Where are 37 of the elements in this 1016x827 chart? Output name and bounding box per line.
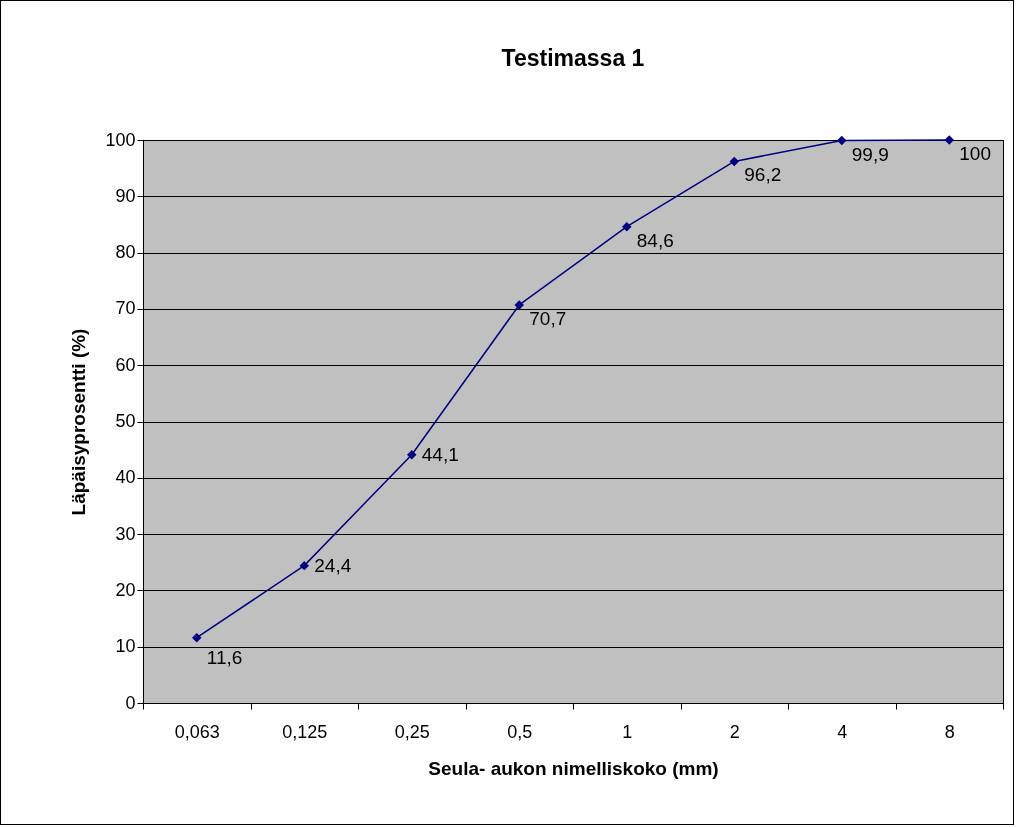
data-label: 100: [959, 143, 991, 164]
point: [729, 156, 739, 167]
point: [837, 135, 847, 146]
chart-title: Testimassa 1: [501, 45, 645, 71]
x-axis-title: Seula- aukon nimelliskoko (mm): [428, 757, 719, 779]
y-tick-label: 40: [115, 467, 136, 488]
point: [299, 560, 309, 571]
x-tick-label: 2: [729, 721, 740, 742]
y-tick-label: 90: [115, 185, 136, 206]
data-label: 70,7: [529, 307, 567, 329]
x-tick-label: 0,5: [507, 721, 533, 742]
x-tick-label: 1: [622, 721, 633, 742]
x-tick-label: 0,25: [394, 721, 430, 742]
point: [407, 449, 417, 460]
point: [192, 632, 202, 643]
x-tick-label: 4: [837, 721, 848, 742]
y-tick-label: 60: [115, 354, 136, 375]
y-tick-label: 100: [105, 129, 136, 150]
x-tick-label: 0,063: [174, 721, 220, 742]
x-tick-label: 0,125: [282, 721, 328, 742]
y-tick-label: 80: [115, 242, 136, 263]
data-label: 11,6: [206, 646, 243, 668]
point: [514, 300, 524, 310]
data-label: 84,6: [636, 229, 674, 251]
data-label: 44,1: [421, 443, 459, 465]
y-axis-title: Läpäisyprosentti (%): [68, 328, 90, 516]
data-label: 96,2: [744, 164, 782, 186]
y-tick-label: 20: [115, 579, 136, 600]
y-tick-label: 50: [115, 411, 136, 431]
y-tick-label: 30: [115, 523, 136, 544]
y-tick-label: 10: [115, 636, 136, 657]
y-tick-label: 70: [115, 298, 136, 319]
data-label: 24,4: [314, 554, 352, 576]
x-tick-label: 8: [944, 721, 955, 742]
data-label: 99,9: [851, 143, 889, 165]
point: [622, 221, 632, 232]
y-tick-label: 0: [125, 692, 136, 713]
